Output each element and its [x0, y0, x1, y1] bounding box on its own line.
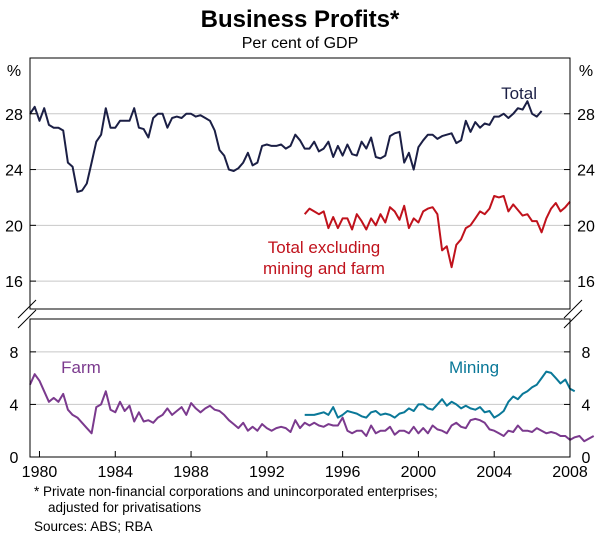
x-tick-label-1988: 1988 [173, 464, 209, 481]
sources-note: Sources: ABS; RBA [34, 519, 153, 534]
axis-ticks: 16 16 20 20 24 24 28 28 0 0 4 4 8 8 1980 1984 1988 1992 19… [5, 107, 595, 481]
footnote-line-1: * Private non-financial corporations and… [34, 484, 438, 499]
axis-break-left [17, 299, 37, 329]
axis-break-right [563, 299, 583, 329]
series-label-ex-mining-farm-line1: Total excluding [268, 238, 380, 257]
x-tick-label-1996: 1996 [325, 464, 361, 481]
x-tick-label-1980: 1980 [22, 464, 58, 481]
series-label-ex-mining-farm-line2: mining and farm [263, 259, 385, 278]
series-lines [29, 100, 595, 443]
y-tick-label-right-top-24: 24 [577, 163, 595, 180]
series-line-total [29, 100, 543, 193]
x-tick-label-1992: 1992 [249, 464, 285, 481]
y-tick-label-right-top-20: 20 [577, 218, 595, 235]
y-tick-label-left-top-20: 20 [5, 218, 23, 235]
series-line-farm [29, 373, 595, 443]
top-panel-frame [29, 57, 571, 310]
y-tick-label-right-bottom-8: 8 [582, 345, 591, 362]
y-tick-label-left-top-24: 24 [5, 163, 23, 180]
y-tick-label-left-top-28: 28 [5, 107, 23, 124]
chart-subtitle: Per cent of GDP [242, 35, 359, 52]
x-tick-label-2000: 2000 [401, 464, 437, 481]
gridlines [30, 113, 570, 405]
y-tick-label-right-top-16: 16 [577, 274, 595, 291]
y-tick-label-left-bottom-4: 4 [10, 397, 19, 414]
chart-title: Business Profits* [201, 6, 400, 33]
x-tick-label-2004: 2004 [476, 464, 512, 481]
y-tick-label-right-bottom-4: 4 [582, 397, 591, 414]
y-tick-label-right-bottom-0: 0 [582, 450, 591, 467]
series-label-mining: Mining [449, 358, 499, 377]
bottom-panel-frame [29, 318, 571, 458]
y-tick-label-right-top-28: 28 [577, 107, 595, 124]
series-label-farm: Farm [61, 358, 101, 377]
unit-label-right: % [579, 63, 593, 80]
unit-label-left: % [7, 63, 21, 80]
y-tick-label-left-top-16: 16 [5, 274, 23, 291]
y-tick-label-left-bottom-8: 8 [10, 345, 19, 362]
footnote-line-2: adjusted for privatisations [48, 500, 201, 515]
x-tick-label-1984: 1984 [97, 464, 133, 481]
series-label-total: Total [501, 84, 537, 103]
series-line-mining [304, 370, 576, 419]
y-tick-label-left-bottom-0: 0 [10, 450, 19, 467]
series-line-total-excluding-mining-and-farm [303, 195, 571, 269]
x-tick-label-2008: 2008 [552, 464, 588, 481]
